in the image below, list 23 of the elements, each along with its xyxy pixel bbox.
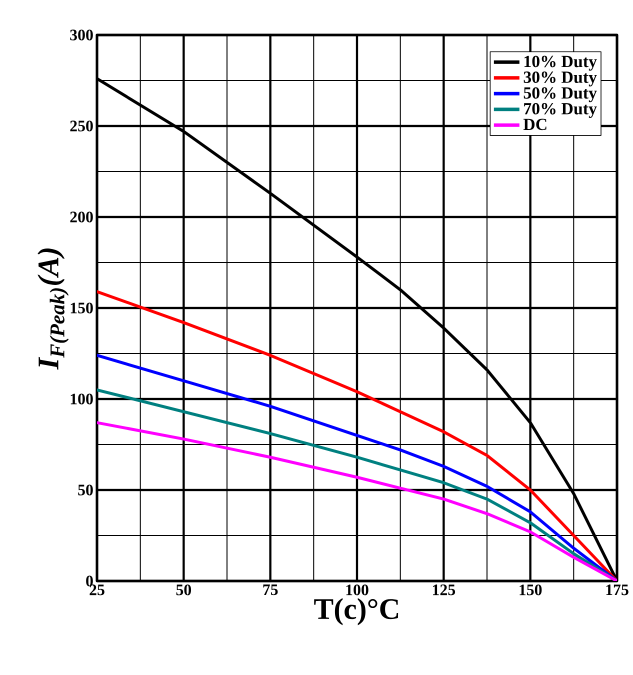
x-axis-title: T(c)°C bbox=[314, 598, 398, 626]
x-tick-label: 100 bbox=[346, 584, 368, 596]
x-tick-label: 50 bbox=[176, 584, 192, 596]
y-tick-label: 50 bbox=[78, 484, 93, 496]
legend-label: 70% Duty bbox=[524, 103, 597, 118]
line-series bbox=[97, 421, 618, 581]
y-axis-title: I$_{F(Peak)}$(A) bbox=[38, 248, 69, 370]
y-tick-label: 250 bbox=[70, 120, 93, 132]
x-tick-label: 75 bbox=[263, 584, 278, 596]
legend-label: 30% Duty bbox=[524, 72, 597, 86]
line-series bbox=[97, 290, 618, 581]
x-tick-label: 25 bbox=[90, 584, 104, 596]
y-tick-label: 150 bbox=[70, 302, 93, 314]
legend-label: 50% Duty bbox=[524, 87, 597, 102]
x-tick-label: 175 bbox=[606, 584, 628, 596]
x-tick-label: 150 bbox=[520, 584, 542, 596]
y-tick-label: 0 bbox=[86, 576, 93, 586]
legend-label: DC bbox=[523, 118, 546, 130]
legend-label: 10% Duty bbox=[524, 56, 597, 71]
y-tick-label: 200 bbox=[70, 212, 93, 222]
y-tick-label: 100 bbox=[70, 394, 93, 404]
y-tick-label: 300 bbox=[70, 30, 93, 40]
x-tick-label: 125 bbox=[432, 584, 456, 596]
